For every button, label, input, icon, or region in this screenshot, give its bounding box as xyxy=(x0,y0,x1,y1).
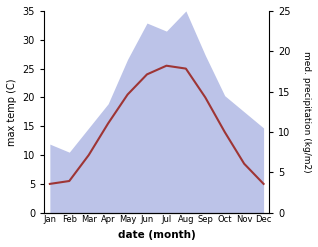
X-axis label: date (month): date (month) xyxy=(118,230,196,240)
Y-axis label: max temp (C): max temp (C) xyxy=(7,78,17,145)
Y-axis label: med. precipitation (kg/m2): med. precipitation (kg/m2) xyxy=(302,51,311,173)
